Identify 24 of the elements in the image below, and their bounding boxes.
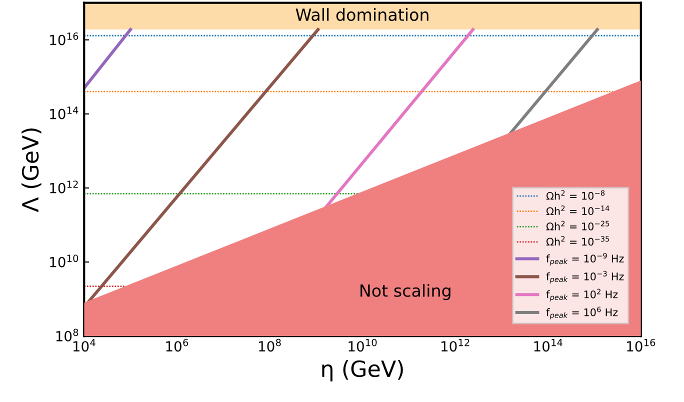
legend-label: Ωh$^{2}$ = 10$^{−14}$ (546, 206, 610, 216)
band-label: Wall domination (296, 8, 428, 22)
y-tick-label: 10$^{10}$ (50, 254, 78, 268)
legend-label: f$_{peak}$ = 10$^{−3}$ Hz (546, 270, 624, 284)
x-tick-label: 10$^{8}$ (259, 338, 281, 352)
legend-label: f$_{peak}$ = 10$^{6}$ Hz (546, 306, 618, 320)
x-tick-label: 10$^{12}$ (441, 338, 470, 352)
x-axis-title: η (GeV) (322, 360, 403, 382)
x-tick-label: 10$^{10}$ (348, 338, 377, 352)
legend-label: Ωh$^{2}$ = 10$^{−8}$ (546, 190, 605, 200)
legend-label: f$_{peak}$ = 10$^{2}$ Hz (546, 288, 618, 302)
legend-label: Ωh$^{2}$ = 10$^{−35}$ (546, 236, 610, 246)
annotation: Not scaling (360, 284, 450, 300)
x-tick-label: 10$^{6}$ (166, 338, 188, 352)
x-tick-label: 10$^{16}$ (627, 338, 656, 352)
legend-label: Ωh$^{2}$ = 10$^{−25}$ (546, 220, 610, 230)
y-tick-label: 10$^{8}$ (56, 328, 78, 342)
y-tick-label: 10$^{12}$ (50, 180, 78, 194)
y-axis-title: Λ (GeV) (22, 128, 42, 212)
x-tick-label: 10$^{14}$ (534, 338, 562, 352)
x-tick-label: 10$^{4}$ (73, 338, 96, 352)
legend-label: f$_{peak}$ = 10$^{−9}$ Hz (546, 252, 624, 266)
y-tick-label: 10$^{16}$ (50, 32, 78, 46)
y-tick-label: 10$^{14}$ (50, 106, 78, 120)
